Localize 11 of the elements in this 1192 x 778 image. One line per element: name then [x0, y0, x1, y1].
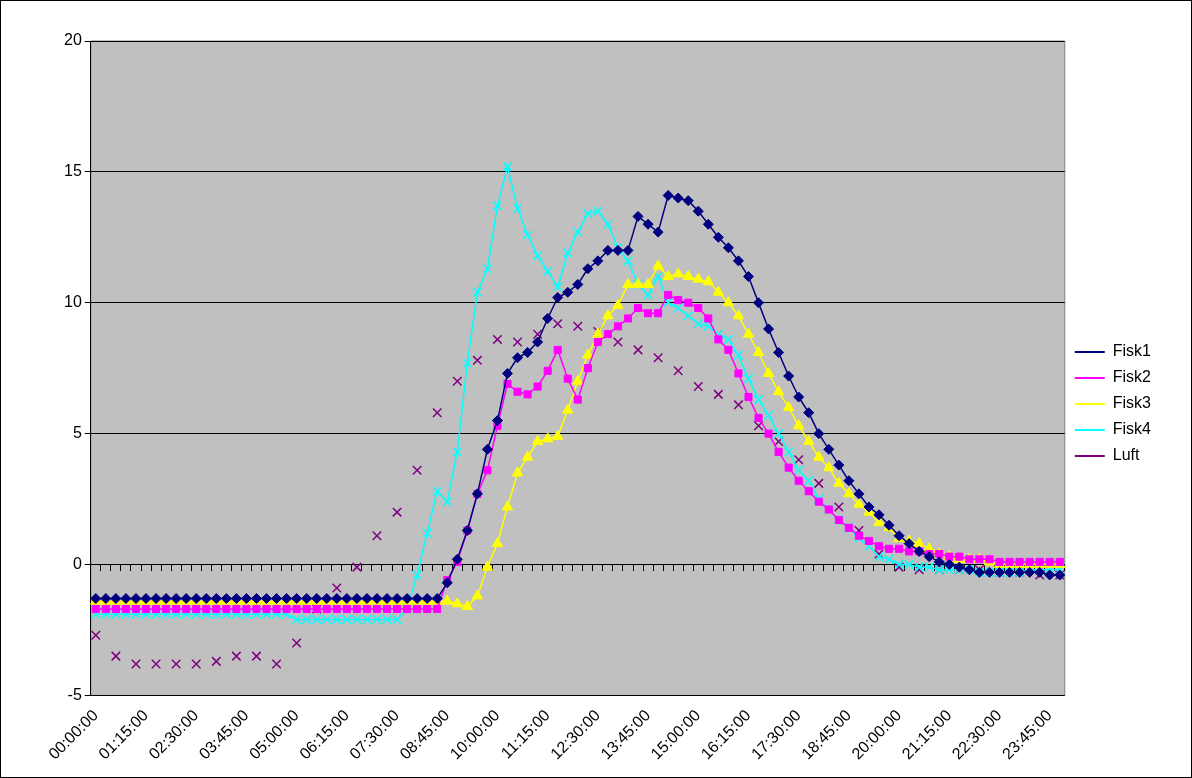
y-tick-label: 0 — [72, 554, 82, 572]
legend-label: Fisk4 — [1112, 420, 1152, 438]
y-tick-label: 20 — [64, 31, 82, 49]
y-tick-label: 5 — [72, 424, 82, 442]
y-tick-label: 15 — [64, 162, 82, 180]
y-tick-label: -5 — [67, 685, 82, 703]
legend-label: Fisk1 — [1112, 342, 1152, 360]
legend-label: Luft — [1112, 446, 1141, 464]
legend-label: Fisk2 — [1112, 368, 1152, 386]
legend-label: Fisk3 — [1112, 394, 1152, 412]
y-tick-label: 10 — [64, 293, 82, 311]
